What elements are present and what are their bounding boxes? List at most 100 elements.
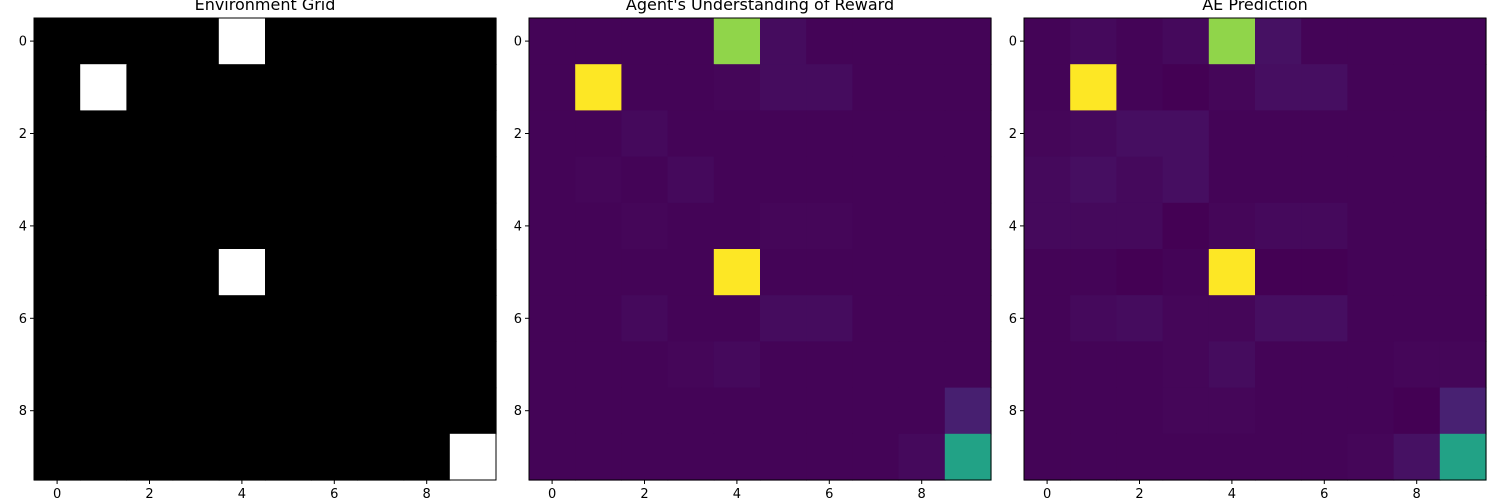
heatmap-cell <box>713 64 761 111</box>
heatmap-cell <box>1301 18 1348 65</box>
heatmap-cell <box>575 202 622 250</box>
heatmap-cell <box>1024 202 1071 250</box>
heatmap-cell <box>852 295 900 342</box>
heatmap-cell <box>1116 295 1164 342</box>
heatmap-cell <box>265 202 312 250</box>
x-tick-label: 8 <box>423 487 431 500</box>
heatmap-cell <box>806 295 853 342</box>
heatmap-cell <box>1116 249 1164 296</box>
heatmap-cell <box>218 387 266 435</box>
heatmap-cell <box>852 156 900 204</box>
heatmap-cell <box>713 295 761 342</box>
panel-title: Agent's Understanding of Reward <box>626 0 894 14</box>
heatmap-cell <box>852 110 900 158</box>
heatmap-cell <box>34 64 81 111</box>
heatmap-cell <box>357 341 405 389</box>
heatmap-cell <box>667 18 715 65</box>
y-tick-label: 6 <box>1009 312 1017 327</box>
heatmap-cell <box>311 156 358 204</box>
y-tick-label: 0 <box>19 35 27 50</box>
heatmap-cell <box>1024 18 1071 65</box>
heatmap-cell <box>1347 156 1395 204</box>
heatmap-cell <box>1393 18 1441 65</box>
heatmap-cell <box>1439 433 1487 481</box>
heatmap-cell <box>1255 433 1302 481</box>
heatmap-cell <box>667 295 715 342</box>
y-tick-label: 0 <box>514 35 522 50</box>
heatmap-cell <box>311 110 358 158</box>
heatmap-cell <box>1162 341 1210 389</box>
x-tick-label: 4 <box>1228 487 1236 500</box>
heatmap-cell <box>760 64 807 111</box>
heatmap-cell <box>760 110 807 158</box>
heatmap-cell <box>1070 341 1117 389</box>
heatmap-cell <box>1393 295 1441 342</box>
heatmap-cell <box>713 249 761 296</box>
heatmap-cell <box>1116 341 1164 389</box>
heatmap-cell <box>667 341 715 389</box>
heatmap-cell <box>449 387 497 435</box>
heatmap-cell <box>1070 433 1117 481</box>
heatmap-cell <box>1070 110 1117 158</box>
heatmap-cell <box>311 249 358 296</box>
heatmap-cell <box>265 341 312 389</box>
heatmap-cell <box>1347 249 1395 296</box>
heatmap-cell <box>311 387 358 435</box>
heatmap-cell <box>1208 202 1256 250</box>
y-tick-label: 6 <box>514 312 522 327</box>
heatmap-cell <box>1116 433 1164 481</box>
heatmap-cell <box>80 341 127 389</box>
heatmap-cell <box>621 249 669 296</box>
heatmap-cell <box>1116 156 1164 204</box>
heatmap-cell <box>1301 110 1348 158</box>
heatmap-cell <box>1393 249 1441 296</box>
heatmap-cell <box>667 433 715 481</box>
heatmap-cell <box>1208 249 1256 296</box>
heatmap-cell <box>1439 249 1487 296</box>
heatmap-cell <box>1162 110 1210 158</box>
heatmap-cell <box>1301 249 1348 296</box>
y-tick-label: 2 <box>1009 127 1017 142</box>
heatmap-panel-3: AE Prediction 0 2 4 6 8 0 2 4 6 8 <box>1009 0 1487 500</box>
heatmap-cell <box>1301 156 1348 204</box>
heatmap-cell <box>1116 64 1164 111</box>
heatmap-cell <box>403 387 451 435</box>
heatmap-cell <box>265 249 312 296</box>
heatmap-cell <box>529 295 576 342</box>
y-tick-label: 8 <box>514 404 522 419</box>
heatmap-cell <box>1301 433 1348 481</box>
heatmap-cell <box>760 433 807 481</box>
heatmap-cell <box>1116 202 1164 250</box>
heatmap-cell <box>529 64 576 111</box>
x-tick-label: 2 <box>640 487 648 500</box>
heatmap-cell <box>311 295 358 342</box>
y-tick-label: 4 <box>1009 219 1017 234</box>
heatmap-cell <box>80 64 127 111</box>
heatmap-cell <box>575 18 622 65</box>
panel-title: AE Prediction <box>1202 0 1308 14</box>
heatmap-cell <box>1116 110 1164 158</box>
heatmap-cell <box>760 202 807 250</box>
heatmap-cell <box>1070 295 1117 342</box>
heatmap-cell <box>403 156 451 204</box>
heatmap-cell <box>852 18 900 65</box>
heatmap-cell <box>667 249 715 296</box>
heatmap-cell <box>1116 387 1164 435</box>
heatmap-cell <box>34 433 81 481</box>
heatmap-cell <box>80 202 127 250</box>
heatmap-cell <box>667 156 715 204</box>
x-tick-label: 0 <box>1043 487 1051 500</box>
heatmap-cell <box>1301 202 1348 250</box>
heatmap-cell <box>1208 433 1256 481</box>
heatmap-cell <box>126 202 174 250</box>
heatmap-cell <box>172 202 220 250</box>
heatmap-cell <box>575 64 622 111</box>
x-tick-label: 2 <box>145 487 153 500</box>
heatmap-cell <box>944 64 992 111</box>
heatmap-cell <box>1208 387 1256 435</box>
x-tick-label: 6 <box>825 487 833 500</box>
heatmap-cell <box>1162 295 1210 342</box>
heatmap-cell <box>357 387 405 435</box>
heatmap-cell <box>1024 110 1071 158</box>
